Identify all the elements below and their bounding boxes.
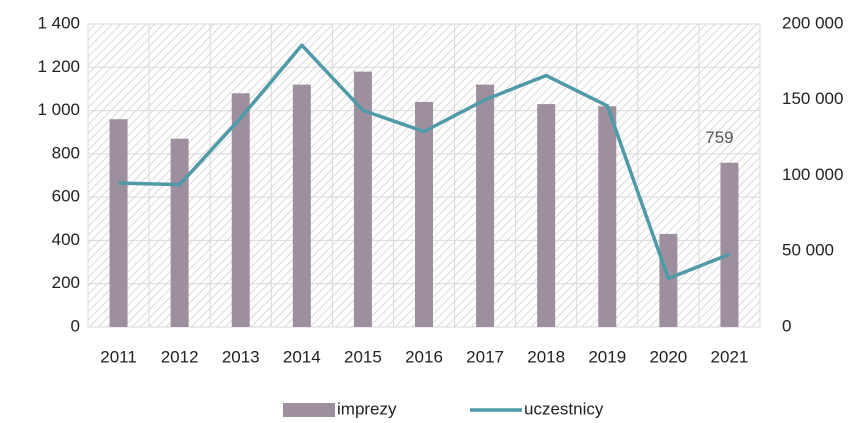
data-label: 759 [705,128,733,147]
bar [170,138,189,327]
yticks-label: 200 [52,273,80,292]
legend-label: uczestnicy [524,399,604,418]
yticks-label: 400 [52,230,80,249]
y2ticks-label: 0 [782,316,791,335]
x-tick-label: 2013 [222,347,260,366]
x-tick-label: 2015 [344,347,382,366]
yticks-label: 1 400 [37,13,80,32]
bar [659,233,678,327]
bar [720,162,739,327]
bar [537,104,556,327]
x-tick-label: 2018 [527,347,565,366]
x-tick-label: 2016 [405,347,443,366]
yticks-label: 800 [52,143,80,162]
x-tick-label: 2012 [161,347,199,366]
x-tick-label: 2021 [711,347,749,366]
x-tick-label: 2011 [100,347,137,366]
bar [109,119,128,327]
bar [231,93,250,327]
yticks-label: 0 [71,316,80,335]
x-tick-label: 2014 [283,347,321,366]
yticks-label: 1 000 [37,100,80,119]
bar [476,84,495,327]
y2ticks-label: 100 000 [782,165,843,184]
bar [353,71,372,327]
x-tick-label: 2017 [466,347,504,366]
y2ticks-label: 200 000 [782,13,843,32]
bar [598,106,617,327]
yticks-label: 1 200 [37,57,80,76]
legend-swatch [283,403,335,417]
bar [415,101,433,328]
y2ticks-label: 150 000 [782,89,843,108]
bar [292,84,311,327]
yticks-label: 600 [52,187,80,206]
y2ticks-label: 50 000 [782,241,834,260]
x-tick-label: 2019 [588,347,626,366]
x-tick-label: 2020 [649,347,687,366]
legend-label: imprezy [337,399,397,418]
line [118,43,731,281]
